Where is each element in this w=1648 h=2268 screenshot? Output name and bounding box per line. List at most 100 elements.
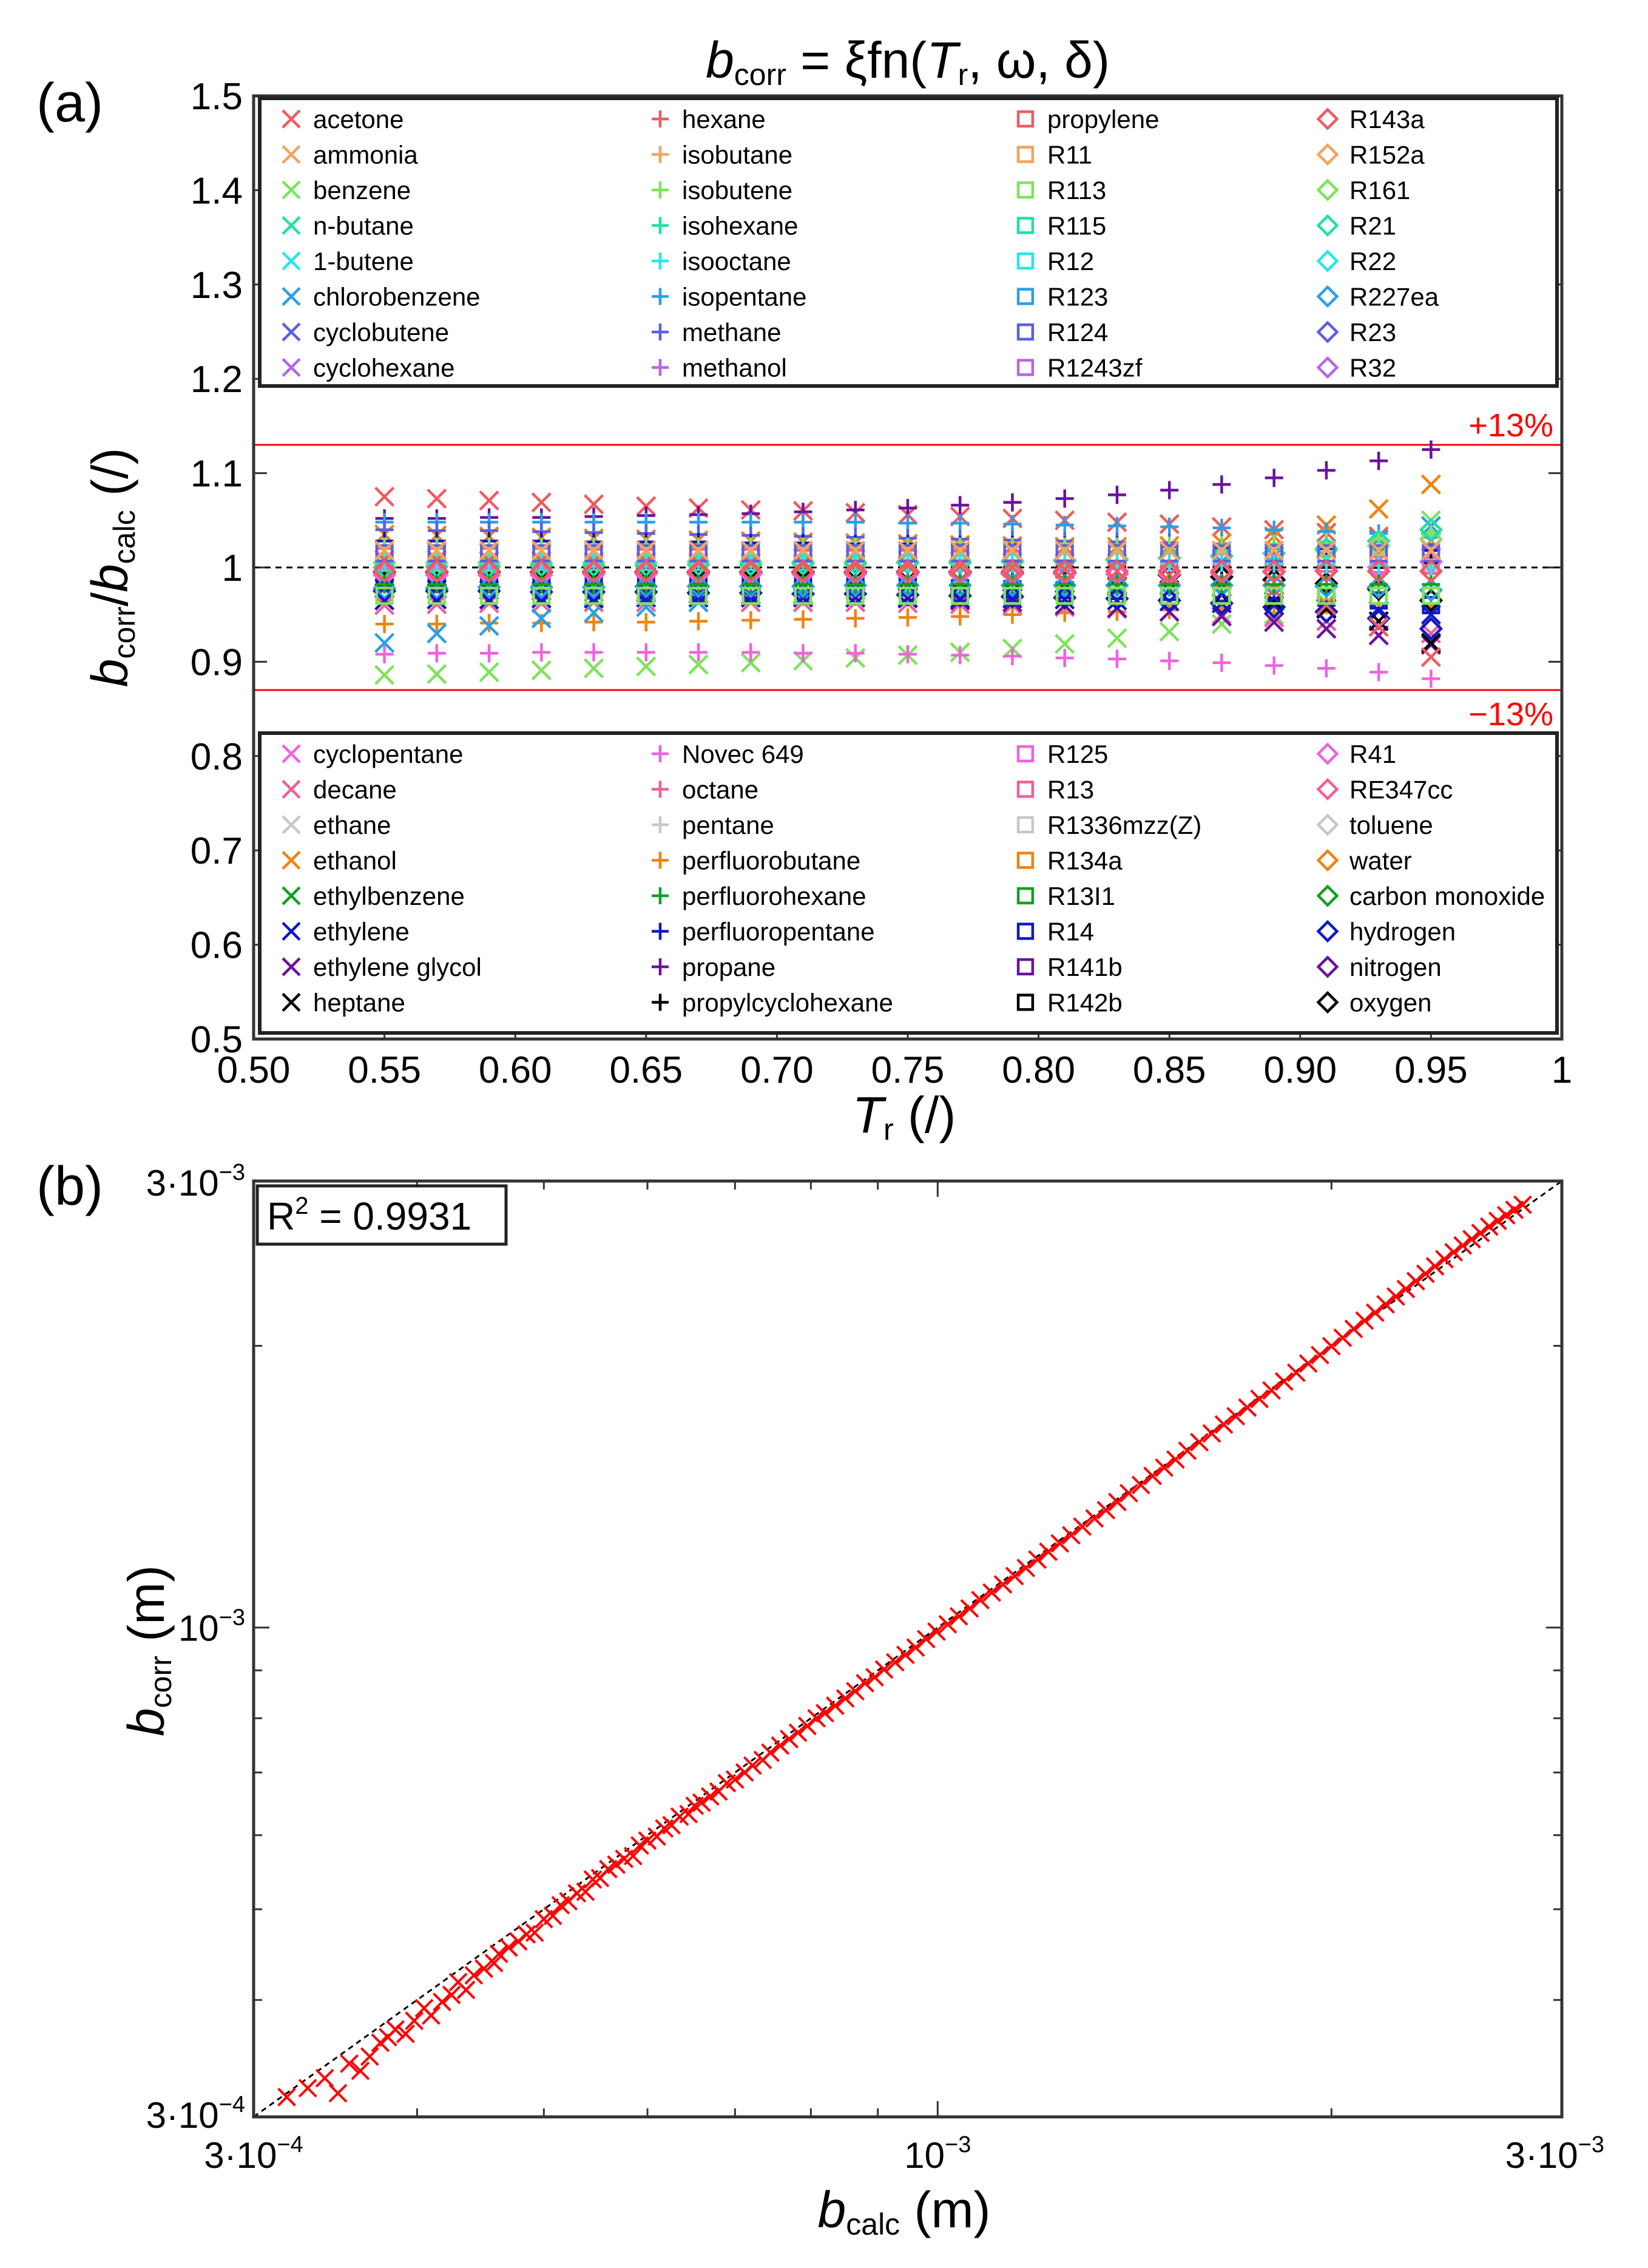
data-point	[1420, 632, 1441, 653]
data-point	[1444, 1242, 1464, 1262]
legend-label-r152a: R152a	[1349, 141, 1425, 169]
data-point	[1261, 559, 1286, 583]
legend-top-box	[258, 96, 1559, 388]
data-point	[846, 644, 865, 663]
legend-label-decane: decane	[313, 776, 397, 804]
data-point	[1264, 612, 1285, 632]
data-point	[885, 1653, 905, 1672]
y-tick-label: 1.4	[191, 170, 243, 212]
legend-label-r11: R11	[1047, 141, 1092, 169]
r2-R: R	[267, 1194, 295, 1238]
legend-label-r123: R123	[1047, 283, 1108, 311]
data-point	[1131, 1475, 1150, 1495]
legend-label-ammonia: ammonia	[313, 141, 418, 169]
data-point	[738, 574, 763, 598]
data-point	[1073, 1517, 1092, 1536]
legend-marker	[652, 323, 669, 340]
legend-marker	[1016, 887, 1035, 905]
data-point	[1422, 669, 1440, 688]
data-point	[1107, 486, 1126, 504]
bx-b: b	[818, 2181, 846, 2238]
data-point	[1105, 573, 1129, 598]
legend-marker	[282, 815, 301, 834]
data-point	[897, 555, 918, 576]
legend-marker	[282, 921, 301, 941]
data-point	[1420, 604, 1441, 625]
panel-b-data-points	[277, 1195, 1532, 2107]
data-point	[584, 643, 603, 662]
data-point	[1160, 586, 1179, 605]
data-point	[1376, 1295, 1396, 1314]
data-point	[896, 1645, 915, 1665]
data-point	[1422, 440, 1440, 459]
data-point	[899, 608, 917, 627]
legend-label-benzene: benzene	[313, 176, 411, 205]
data-point	[315, 2068, 334, 2088]
data-point	[686, 559, 711, 583]
data-point	[1314, 600, 1339, 624]
legend-marker	[1316, 249, 1339, 272]
data-point	[1160, 481, 1179, 499]
data-point	[1369, 452, 1388, 470]
data-point	[1211, 614, 1232, 634]
legend-label-propylene: propylene	[1047, 105, 1159, 134]
legend-label-methanol: methanol	[682, 354, 787, 382]
legend-marker	[1016, 181, 1035, 199]
data-point	[993, 1575, 1013, 1594]
data-point	[1298, 1354, 1318, 1373]
data-point	[951, 513, 970, 532]
x-tick-label: 10−3	[904, 2132, 971, 2176]
data-point	[531, 540, 552, 561]
legend-label-isobutane: isobutane	[682, 141, 792, 169]
data-point	[433, 1992, 451, 2012]
legend-marker	[652, 816, 669, 833]
data-point	[1107, 540, 1127, 561]
data-point	[636, 540, 657, 561]
data-point	[899, 575, 917, 594]
data-point	[1488, 1211, 1507, 1231]
legend-label-ethanol: ethanol	[313, 847, 397, 875]
data-point	[896, 559, 920, 583]
legend-label-r1336mzz-z: R1336mzz(Z)	[1047, 811, 1201, 839]
panel-a: (a) bcorr = ξfn(Tr, ω, δ) 0.50 0.55 0.60 0.…	[36, 32, 1572, 1146]
data-point	[1155, 1458, 1174, 1477]
panel-a-data-points	[372, 440, 1444, 688]
data-point	[738, 559, 763, 583]
legend-marker	[1316, 777, 1339, 801]
data-point	[298, 2079, 317, 2098]
legend-marker	[1016, 217, 1035, 234]
data-point	[1003, 515, 1022, 533]
panel-a-tick-labels: 0.50 0.55 0.60 0.65 0.70 0.75 0.80 0.85 0.90 0.95…	[191, 76, 1572, 1091]
x-tick-label: 0.65	[609, 1049, 683, 1091]
data-point	[1420, 647, 1441, 668]
data-point	[584, 575, 603, 594]
legend-marker	[282, 957, 301, 977]
legend-marker	[282, 850, 301, 870]
legend-label-isobutene: isobutene	[682, 176, 792, 205]
data-point	[1386, 1287, 1405, 1306]
data-point	[689, 643, 708, 662]
legend-marker	[1316, 214, 1339, 237]
data-point	[1107, 586, 1126, 605]
data-point	[948, 573, 972, 598]
data-point	[927, 1622, 946, 1641]
data-point	[637, 586, 655, 605]
data-point	[636, 597, 657, 617]
xlabel-unit: (/)	[894, 1086, 956, 1143]
data-point	[780, 1730, 799, 1748]
data-point	[427, 664, 447, 685]
legend-marker	[652, 745, 669, 762]
ylabel-b2: b	[81, 564, 138, 592]
data-point	[480, 586, 499, 605]
legend-marker	[652, 994, 669, 1011]
legend-label-cyclohexane: cyclohexane	[313, 354, 454, 382]
data-point	[531, 608, 552, 629]
data-point	[794, 586, 812, 605]
data-point	[1262, 1381, 1282, 1400]
data-point	[427, 644, 446, 663]
series-r113	[375, 586, 1440, 605]
data-point	[1333, 1328, 1353, 1347]
series-r143a	[372, 559, 1444, 583]
legend-label-acetone: acetone	[313, 105, 404, 134]
legend-label-hydrogen: hydrogen	[1349, 918, 1456, 946]
